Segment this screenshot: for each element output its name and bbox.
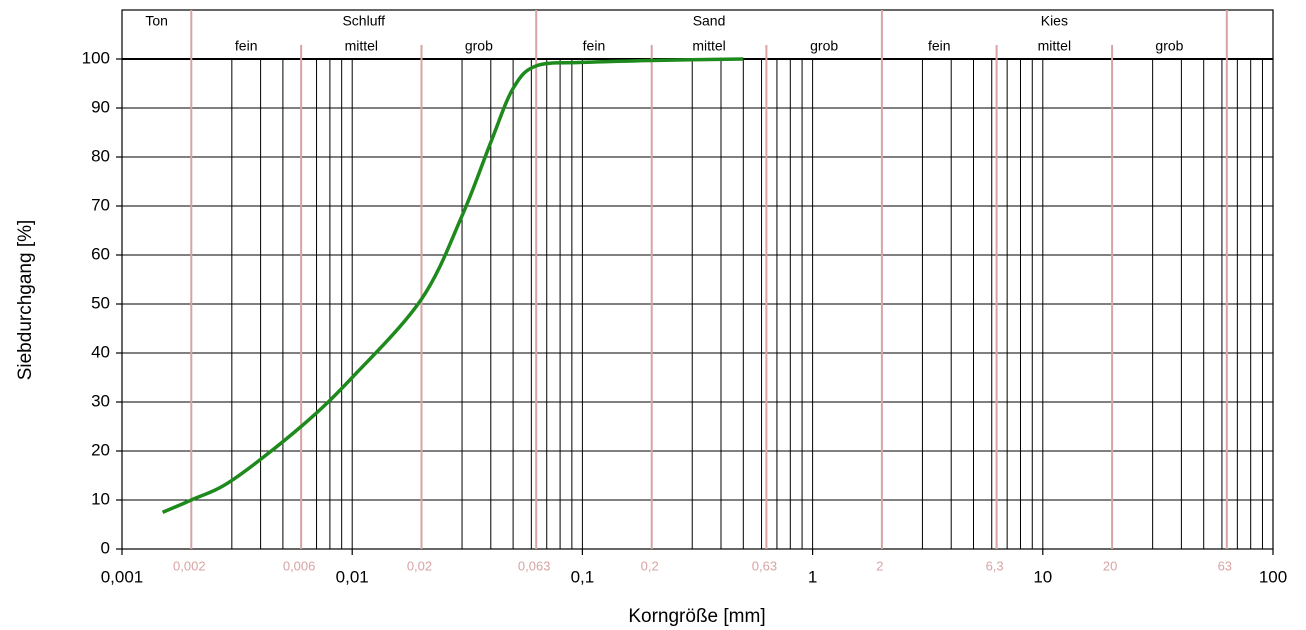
y-tick-label: 40 xyxy=(91,342,110,361)
soil-subclass-label: fein xyxy=(235,38,258,54)
y-tick-label: 10 xyxy=(91,489,110,508)
boundary-label: 63 xyxy=(1218,558,1232,573)
boundary-label: 0,002 xyxy=(173,558,206,573)
soil-subclass-label: grob xyxy=(1155,38,1183,54)
boundary-label: 0,2 xyxy=(641,558,659,573)
boundary-label: 2 xyxy=(876,558,883,573)
boundary-label: 6,3 xyxy=(986,558,1004,573)
soil-subclass-label: mittel xyxy=(692,38,725,54)
x-axis-title: Korngröße [mm] xyxy=(628,606,765,627)
boundary-label: 0,63 xyxy=(752,558,777,573)
boundary-label: 0,006 xyxy=(283,558,316,573)
y-tick-label: 30 xyxy=(91,391,110,410)
soil-class-label: Sand xyxy=(693,13,726,29)
soil-subclass-label: fein xyxy=(583,38,606,54)
x-tick-label: 0,01 xyxy=(336,567,369,586)
x-tick-label: 10 xyxy=(1033,567,1052,586)
soil-subclass-label: mittel xyxy=(345,38,378,54)
y-tick-label: 100 xyxy=(82,48,110,67)
x-tick-label: 100 xyxy=(1259,567,1287,586)
y-axis-title: Siebdurchgang [%] xyxy=(15,220,36,381)
y-tick-label: 50 xyxy=(91,293,110,312)
soil-class-label: Schluff xyxy=(342,13,385,29)
boundary-label: 0,063 xyxy=(518,558,551,573)
y-tick-label: 80 xyxy=(91,146,110,165)
x-tick-label: 1 xyxy=(808,567,817,586)
soil-subclass-label: grob xyxy=(465,38,493,54)
soil-subclass-label: grob xyxy=(810,38,838,54)
y-tick-label: 70 xyxy=(91,195,110,214)
x-tick-label: 0,1 xyxy=(571,567,595,586)
y-tick-label: 60 xyxy=(91,244,110,263)
boundary-label: 0,02 xyxy=(407,558,432,573)
soil-subclass-label: fein xyxy=(928,38,951,54)
soil-class-label: Ton xyxy=(145,13,168,29)
y-tick-label: 0 xyxy=(101,538,110,557)
plot-frame xyxy=(121,9,1274,550)
x-tick-label: 0,001 xyxy=(101,567,144,586)
grading-curve xyxy=(161,57,744,514)
soil-subclass-label: mittel xyxy=(1038,38,1071,54)
y-tick-label: 20 xyxy=(91,440,110,459)
soil-class-label: Kies xyxy=(1041,13,1068,29)
y-tick-label: 90 xyxy=(91,97,110,116)
boundary-label: 20 xyxy=(1103,558,1117,573)
